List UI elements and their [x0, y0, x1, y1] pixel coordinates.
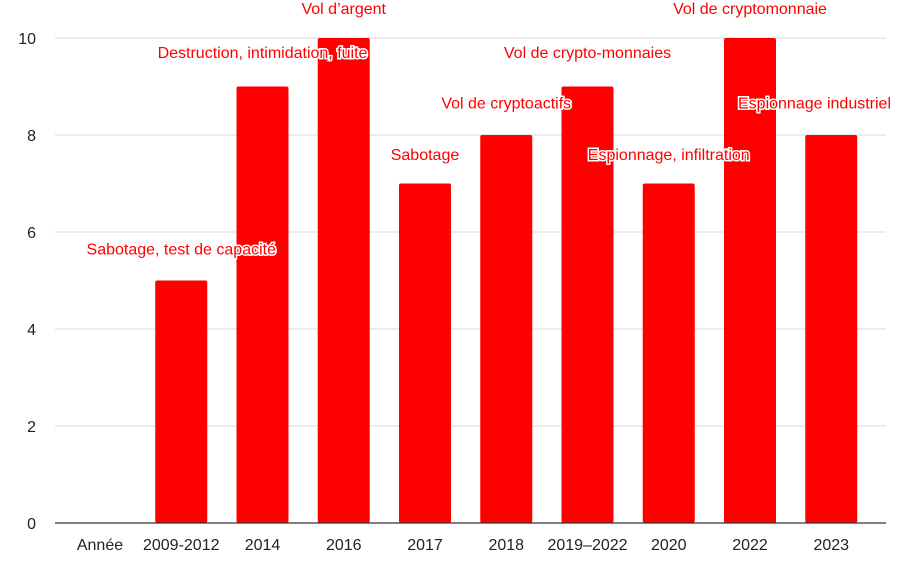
x-tick-label: 2017 [407, 537, 443, 554]
x-tick-label: 2009-2012 [143, 537, 220, 554]
bar-annotation-label: Vol de crypto-monnaies [504, 45, 671, 62]
bar-2019–2022 [561, 86, 614, 523]
y-tick-label: 6 [27, 225, 36, 242]
x-tick-label: 2023 [813, 537, 849, 554]
y-tick-label: 4 [27, 322, 36, 339]
x-tick-label: 2020 [651, 537, 687, 554]
y-axis-ticks: 0 2 4 6 8 10 [18, 31, 36, 533]
bar-2023 [805, 135, 858, 523]
y-tick-label: 8 [27, 128, 36, 145]
bar-annotation-label: Destruction, intimidation, fuite [158, 45, 368, 62]
bar-annotation-label: Vol de cryptoactifs [441, 96, 571, 113]
bar-labels: Sabotage, test de capacité Destruction, i… [85, 0, 892, 260]
bar-2020 [642, 183, 695, 523]
bar-2018 [480, 135, 533, 523]
bar-2009-2012 [155, 280, 208, 523]
bar-2017 [399, 183, 451, 523]
bar-annotation-label: Sabotage, test de capacité [87, 242, 277, 259]
x-tick-label: 2014 [245, 537, 281, 554]
y-tick-label: 0 [27, 516, 36, 533]
x-tick-label: 2022 [732, 537, 768, 554]
bar-annotation-label: Espionnage, infiltration [588, 147, 750, 164]
y-tick-label: 10 [18, 31, 36, 48]
bars [155, 38, 858, 523]
bar-2016 [317, 38, 370, 523]
bar-annotation-label: Vol de cryptomonnaie [673, 1, 827, 18]
bar-annotation-label: Espionnage industriel [738, 96, 891, 113]
bar-2014 [236, 86, 289, 523]
x-axis-labels: Année 2009-2012 2014 2016 2017 2018 2019–2022 2… [77, 537, 849, 554]
x-tick-label: Année [77, 537, 123, 554]
x-tick-label: 2016 [326, 537, 362, 554]
x-tick-label: 2019–2022 [547, 537, 627, 554]
x-tick-label: 2018 [488, 537, 524, 554]
bar-2022 [724, 38, 776, 523]
y-tick-label: 2 [27, 419, 36, 436]
bar-annotation-label: Sabotage [391, 147, 460, 164]
bar-annotation-label: Vol d’argent [301, 1, 386, 18]
